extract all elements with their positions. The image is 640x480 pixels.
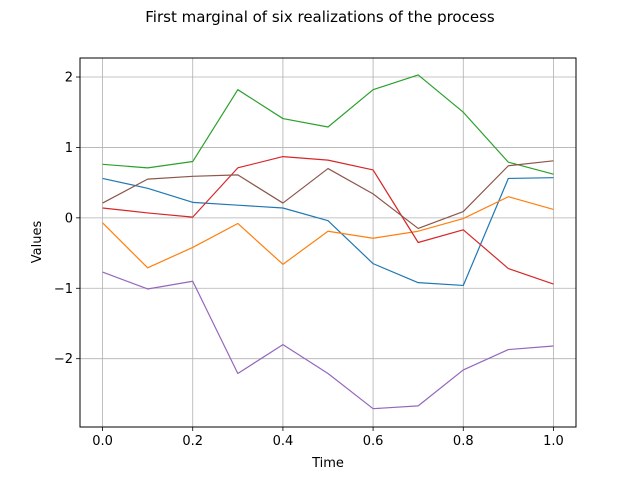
y-axis-label: Values	[30, 221, 45, 264]
series-lines	[102, 74, 554, 410]
y-tick-label: 1	[65, 141, 73, 156]
series-line-4	[102, 155, 554, 285]
x-tick-label: 0.8	[453, 434, 474, 449]
series-line-1	[102, 177, 554, 287]
series-line-6	[102, 160, 554, 230]
y-axis-ticks: 2 1 0 −1 −2	[54, 71, 80, 367]
series-line-3	[102, 74, 554, 175]
x-tick-label: 0.2	[182, 434, 203, 449]
x-tick-label: 0.4	[273, 434, 294, 449]
x-tick-label: 1.0	[543, 434, 564, 449]
x-axis-ticks: 0.0 0.2 0.4 0.6 0.8 1.0	[92, 427, 564, 449]
series-line-2	[102, 196, 554, 269]
series-line-5	[102, 271, 554, 410]
x-tick-label: 0.6	[363, 434, 384, 449]
y-tick-label: 0	[65, 211, 73, 226]
chart-title: First marginal of six realizations of th…	[145, 8, 495, 26]
x-tick-label: 0.0	[92, 434, 113, 449]
plot-frame	[79, 57, 577, 428]
y-tick-label: −1	[54, 282, 73, 297]
y-tick-label: −2	[54, 352, 73, 367]
grid	[80, 58, 576, 427]
y-tick-label: 2	[65, 71, 73, 86]
x-axis-label: Time	[311, 456, 344, 471]
